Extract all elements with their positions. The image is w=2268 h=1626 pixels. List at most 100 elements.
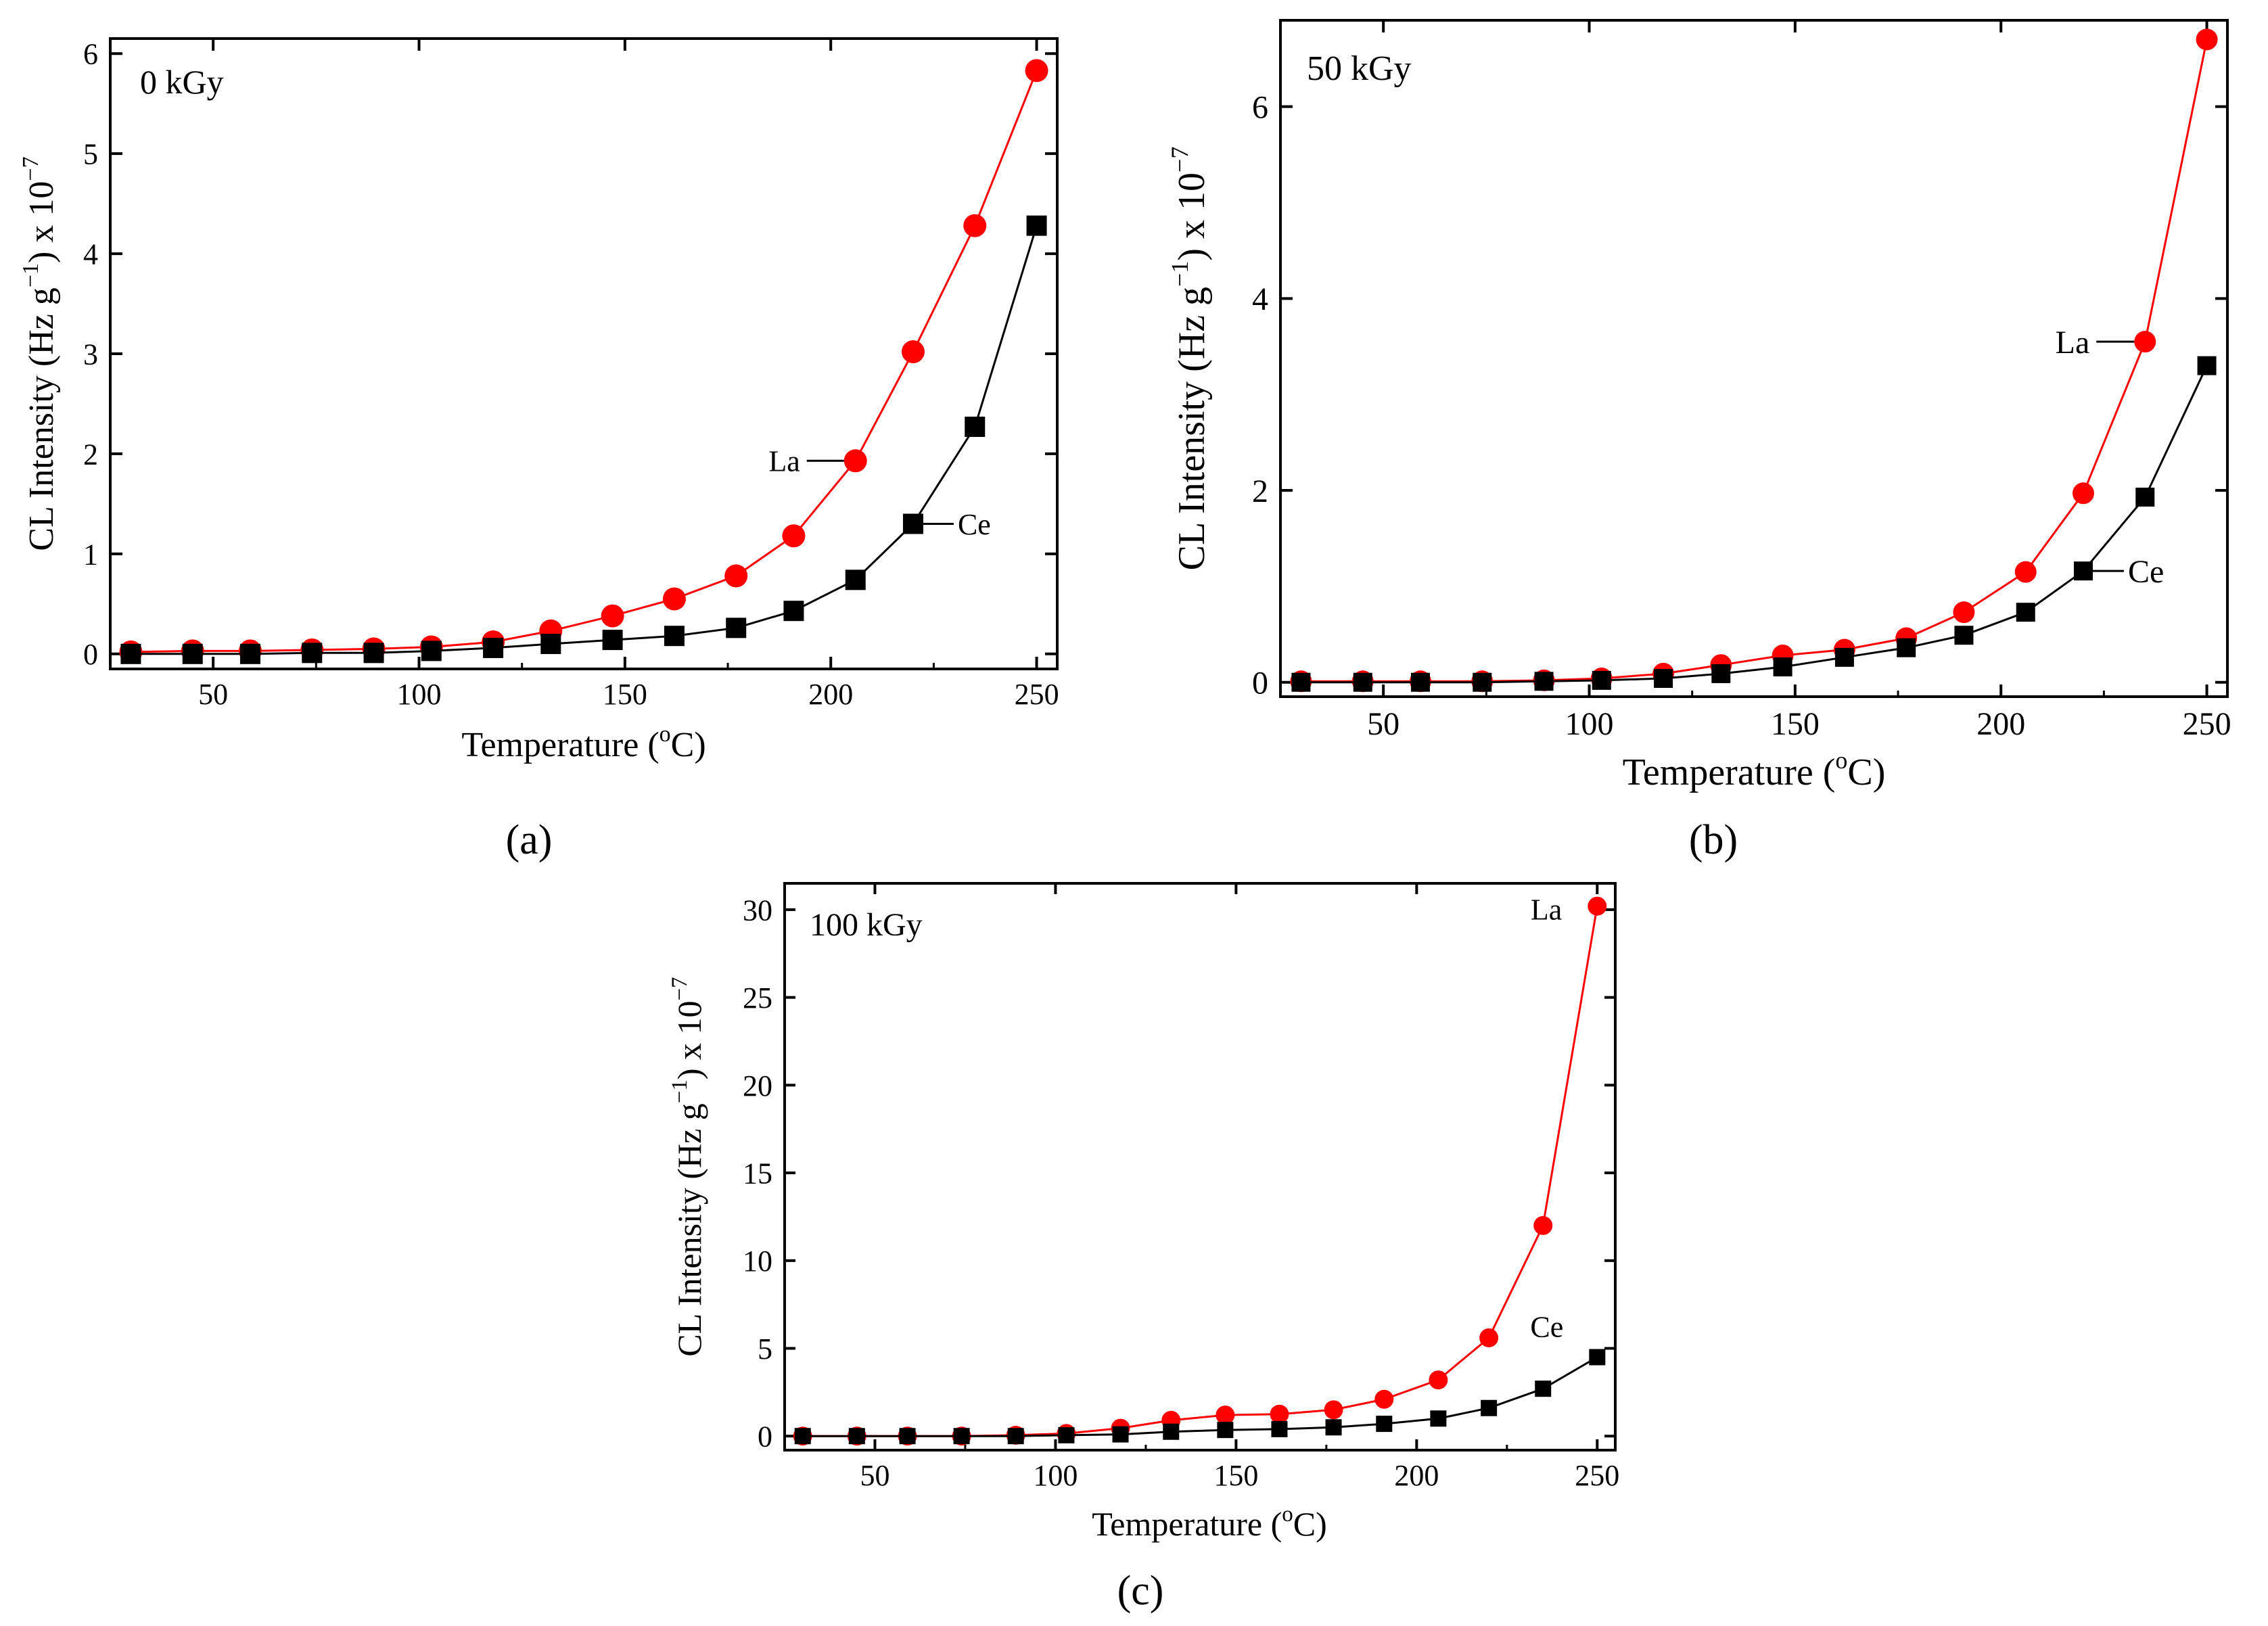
plot-frame-b: [1279, 19, 2229, 698]
y-tick-label: 0: [1252, 666, 1268, 701]
data-point-ce: [845, 570, 866, 590]
y-tick-label: 1: [83, 538, 98, 571]
data-point-ce: [1112, 1426, 1129, 1443]
data-point-ce: [1473, 672, 1492, 692]
x-axis-title-a: Temperature (oC): [461, 722, 705, 764]
series-label-ce: Ce: [1530, 1310, 1563, 1343]
data-point-la: [1025, 59, 1048, 83]
x-tick-label: 150: [1771, 706, 1820, 742]
data-point-ce: [1654, 669, 1673, 689]
data-point-ce: [1954, 626, 1974, 645]
y-tick-label: 6: [1252, 89, 1268, 125]
x-tick-label: 250: [1015, 678, 1059, 711]
x-ticks-b: 50 100 150 200 250: [1279, 20, 2231, 742]
data-point-ce: [1430, 1410, 1447, 1427]
x-tick-label: 200: [1976, 706, 2025, 742]
series-group-b: [1290, 28, 2218, 693]
panel-c: 50 100 150 200 250 0 5 10 15 20 25 30 La Ce 100 kGy…: [668, 882, 1619, 1614]
data-point-la: [901, 340, 925, 364]
data-point-ce: [1217, 1422, 1234, 1439]
data-point-ce: [2073, 561, 2093, 581]
series-line-la: [131, 70, 1038, 653]
data-point-ce: [1897, 638, 1916, 657]
y-tick-label: 4: [1252, 281, 1268, 317]
series-group-a: [119, 59, 1048, 664]
y-tick-label: 0: [758, 1420, 772, 1454]
data-point-ce: [902, 513, 923, 534]
x-axis-title-c: Temperature (oC): [1092, 1502, 1327, 1543]
x-tick-label: 100: [397, 678, 442, 711]
x-tick-label: 100: [1565, 706, 1614, 742]
data-point-ce: [1410, 672, 1430, 692]
data-point-ce: [1589, 1349, 1606, 1366]
data-point-ce: [602, 630, 623, 651]
data-point-ce: [1534, 672, 1554, 691]
data-point-ce: [1325, 1419, 1342, 1436]
data-point-ce: [726, 618, 747, 638]
data-point-ce: [363, 643, 384, 664]
annotation-b: 50 kGy: [1307, 49, 1412, 88]
data-point-ce: [1834, 647, 1854, 667]
panel-label-b: (b): [1689, 817, 1738, 863]
series-line-ce: [802, 1356, 1598, 1437]
data-point-ce: [1271, 1420, 1288, 1437]
data-point-la: [1953, 601, 1975, 624]
series-group-c: [793, 896, 1607, 1446]
data-point-la: [782, 524, 806, 548]
y-axis-title-b: CL Intensity (Hz g−1) x 10−7: [1166, 147, 1213, 571]
data-point-ce: [783, 601, 804, 622]
x-ticks-a: 50 100 150 200 250: [109, 39, 1059, 711]
data-point-ce: [239, 643, 260, 664]
panel-a: 50 100 150 200 250 0 1 2 3 4 5 6 La Ce 0 kGy Temper…: [18, 37, 1059, 863]
data-point-ce: [421, 641, 442, 661]
y-tick-label: 5: [83, 138, 98, 171]
series-labels-b: La Ce: [2056, 325, 2165, 590]
y-tick-label: 15: [743, 1157, 772, 1190]
y-ticks-a: 0 1 2 3 4 5 6: [83, 38, 1057, 671]
data-point-la: [601, 604, 624, 628]
x-tick-label: 250: [1575, 1459, 1619, 1492]
panel-b: 50 100 150 200 250 0 2 4 6 La Ce 50 kGy Temperat…: [1166, 19, 2231, 863]
data-point-ce: [2135, 487, 2155, 507]
data-point-ce: [182, 643, 203, 664]
series-line-ce: [131, 225, 1038, 655]
series-labels-a: La Ce: [768, 445, 991, 541]
data-point-ce: [1773, 657, 1792, 677]
y-axis-title-a: CL Intensity (Hz g−1) x 10−7: [18, 156, 61, 551]
x-tick-label: 150: [1213, 1459, 1258, 1492]
data-point-ce: [120, 643, 141, 664]
y-tick-label: 4: [83, 237, 98, 271]
data-point-la: [724, 564, 748, 588]
data-point-ce: [1535, 1380, 1552, 1397]
series-line-ce: [1301, 365, 2208, 684]
data-point-ce: [1353, 672, 1372, 692]
series-label-la: La: [768, 445, 800, 478]
data-point-la: [843, 449, 867, 473]
series-label-ce: Ce: [2128, 554, 2164, 590]
series-label-la: La: [1531, 893, 1562, 927]
data-point-la: [1270, 1404, 1289, 1424]
y-tick-label: 0: [83, 638, 98, 671]
series-labels-c: La Ce: [1530, 893, 1563, 1344]
data-point-ce: [2197, 356, 2217, 375]
y-tick-label: 6: [83, 38, 98, 71]
x-tick-label: 250: [2183, 706, 2231, 742]
data-point-la: [1374, 1389, 1394, 1409]
series-label-ce: Ce: [958, 508, 991, 541]
y-tick-label: 25: [743, 981, 772, 1015]
x-tick-label: 200: [808, 678, 853, 711]
x-tick-label: 50: [198, 678, 228, 711]
y-ticks-b: 0 2 4 6: [1252, 89, 2227, 701]
data-point-ce: [1592, 670, 1611, 690]
data-point-ce: [899, 1428, 916, 1445]
data-point-ce: [1376, 1416, 1393, 1433]
data-point-la: [1216, 1406, 1235, 1425]
data-point-ce: [664, 626, 685, 647]
data-point-ce: [848, 1428, 865, 1445]
x-tick-label: 150: [603, 678, 647, 711]
data-point-la: [1479, 1328, 1499, 1347]
x-axis-title-b: Temperature (oC): [1623, 747, 1886, 793]
data-point-la: [2196, 28, 2218, 51]
data-point-ce: [965, 416, 986, 437]
